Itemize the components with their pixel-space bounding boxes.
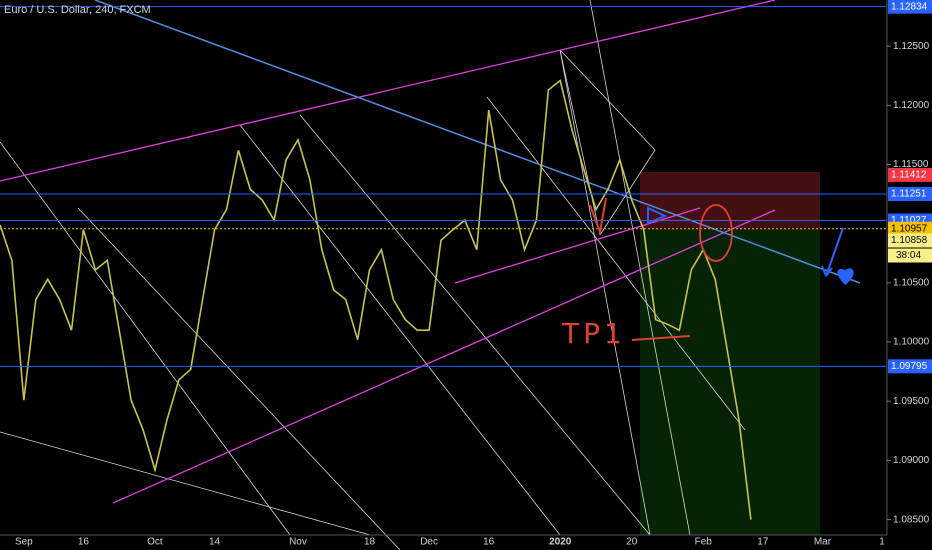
x-tick-label: 1 [879,537,885,548]
countdown: 38:04 [896,250,921,261]
plot [0,6,887,520]
x-tick-label: Dec [420,537,438,548]
x-tick-label: Oct [147,537,163,548]
price-label: 1.11412 [891,170,927,181]
arrow-mark [647,206,668,225]
x-tick-label: Nov [289,537,307,548]
price-label-box [888,0,932,14]
y-tick-label: 1.10000 [893,337,930,348]
x-tick-label: 14 [209,537,221,548]
y-tick-label: 1.09500 [893,396,930,407]
x-tick-label: 16 [78,537,90,548]
annotation: TP1 [561,317,626,350]
x-tick-label: Mar [814,537,832,548]
x-tick-label: 16 [483,537,495,548]
price-label: 1.10957 [891,223,928,234]
y-tick-label: 1.10500 [893,278,930,289]
x-tick-label: 2020 [549,537,572,548]
y-tick-label: 1.12500 [893,41,930,52]
price-label-box [888,167,932,182]
price-line [0,79,752,520]
v-mark [589,197,607,236]
arrow-down [821,227,844,277]
x-tick-label: Sep [15,537,33,548]
y-tick-label: 1.12000 [893,100,930,111]
trend-lines [0,0,746,550]
price-label-box [888,186,932,201]
y-tick-label: 1.08500 [893,514,930,525]
price-label: 1.12834 [891,1,928,12]
x-tick-label: 18 [364,537,376,548]
x-tick-label: 17 [757,537,769,548]
y-axis-area [887,0,932,550]
price-label: 1.11027 [891,215,927,226]
circle-mark [699,204,733,262]
y-tick-label: 1.11500 [893,159,929,170]
y-tick-label: 1.09000 [893,455,930,466]
price-label: 1.11251 [891,189,927,200]
countdown-box [888,248,932,263]
price-label-box [888,221,932,236]
price-label-box [888,359,932,374]
chart-title: Euro / U.S. Dollar, 240, FXCM [4,4,151,16]
x-tick-label: 20 [626,537,638,548]
x-tick-label: Feb [695,537,713,548]
heart [837,268,854,285]
price-label-box [888,233,932,248]
price-label: 1.09795 [891,361,928,372]
price-label: 1.10858 [891,235,928,246]
tp-line [631,335,691,341]
target-zone [640,229,820,535]
